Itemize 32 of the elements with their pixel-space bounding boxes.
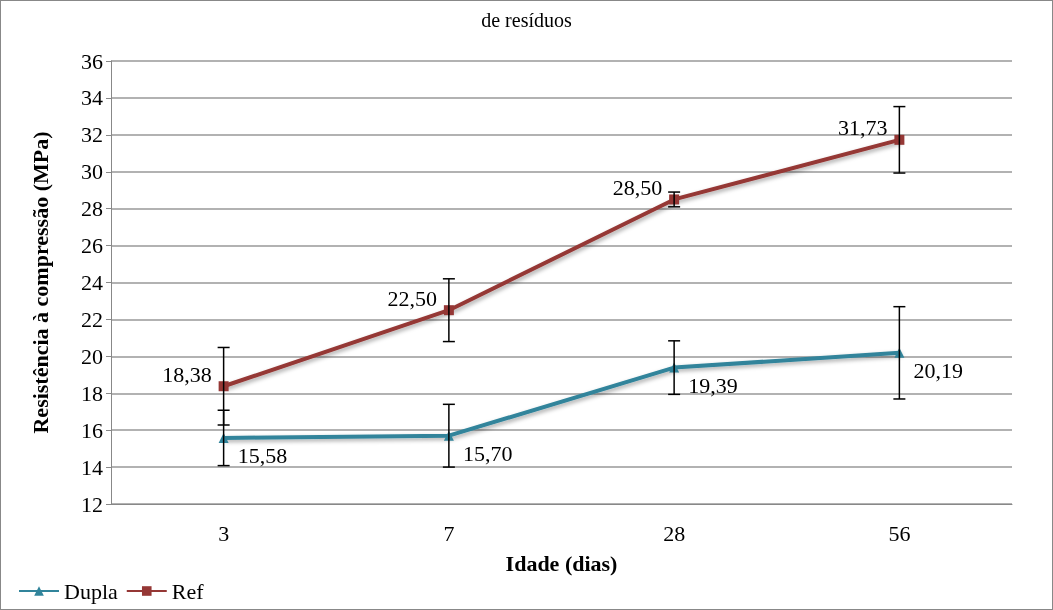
x-tick-label: 56 (888, 520, 911, 546)
chart-title: de resíduos (481, 9, 572, 31)
y-tick-label: 34 (81, 85, 103, 111)
legend-label: Ref (171, 578, 205, 604)
y-tick-label: 14 (81, 454, 103, 480)
y-tick-label: 30 (81, 159, 103, 185)
data-label: 20,19 (913, 358, 963, 384)
y-tick-label: 24 (81, 270, 103, 295)
data-label: 15,70 (462, 441, 513, 467)
y-tick-label: 32 (81, 122, 103, 148)
x-axis-title: Idade (dias) (505, 550, 618, 576)
x-tick-label: 3 (218, 520, 230, 546)
data-label: 15,58 (237, 443, 288, 469)
y-tick-label: 18 (81, 380, 103, 406)
x-tick-label: 7 (443, 520, 455, 546)
y-tick-label: 16 (81, 417, 103, 443)
data-label: 18,38 (162, 361, 212, 387)
data-label: 19,39 (688, 373, 738, 399)
y-tick-label: 20 (81, 343, 103, 369)
data-label: 31,73 (837, 115, 888, 141)
y-tick-label: 12 (81, 491, 103, 517)
legend-label: Dupla (64, 578, 118, 604)
y-axis-title: Resistência à compressão (MPa) (27, 131, 53, 434)
y-tick-label: 36 (81, 48, 103, 74)
point (218, 381, 229, 392)
point (894, 134, 905, 145)
data-label: 22,50 (387, 285, 437, 311)
y-tick-label: 22 (81, 306, 103, 332)
y-tick-label: 26 (81, 233, 103, 259)
x-tick-label: 28 (663, 520, 686, 546)
data-label: 28,50 (612, 174, 663, 200)
y-tick-label: 28 (81, 196, 103, 222)
